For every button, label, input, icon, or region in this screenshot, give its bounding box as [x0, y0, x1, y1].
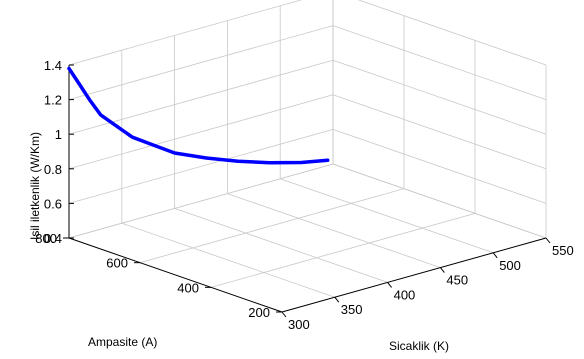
x-tick-label: 600 [106, 256, 128, 271]
x-tick-label: 200 [248, 305, 270, 320]
right-wall-grid-line [332, 25, 547, 100]
right-wall-grid-line [357, 0, 547, 66]
y-tick-label: 550 [552, 243, 574, 258]
floor-grid-line [174, 208, 388, 283]
z-tick-label: 1.4 [44, 58, 62, 73]
y-tick-mark [387, 282, 392, 288]
y-tick-label: 350 [341, 302, 363, 317]
floor-grid-line [280, 178, 494, 254]
right-wall-grid-line [332, 129, 547, 204]
series-line [67, 66, 330, 165]
z-tick-label: 0.4 [44, 231, 62, 246]
floor-grid-line [121, 222, 335, 298]
x-tick-label: 800 [35, 231, 57, 246]
y-tick-mark [334, 296, 340, 303]
axes-layer [63, 64, 551, 318]
x-axis-line [68, 237, 283, 313]
y-tick-label: 400 [394, 287, 416, 302]
right-wall-grid-line [332, 163, 547, 239]
y-tick-mark [545, 237, 551, 244]
back-wall-grid-line [68, 129, 334, 204]
back-wall-grid-line [68, 59, 334, 135]
floor-grid-line [227, 193, 441, 268]
right-wall-grid-line [332, 59, 547, 135]
back-wall-grid-line [68, 163, 334, 239]
z-tick-label: 0.6 [44, 196, 62, 211]
y-tick-mark [440, 267, 445, 273]
back-wall-grid-line [68, 25, 334, 100]
x-axis-label: Ampasite (A) [88, 335, 157, 349]
floor-grid-line [210, 212, 476, 288]
back-wall-grid-line [68, 94, 334, 170]
z-tick-label: 1.2 [44, 93, 62, 108]
y-axis-label: Sicaklik (K) [389, 339, 449, 353]
y-axis-line [281, 237, 547, 313]
labels-layer: 200 400 600 800 300 350 400 450 500 550 0.4 0.6 0.8 1… [35, 58, 573, 332]
grid-layer [68, 0, 547, 313]
right-wall-grid-line [332, 94, 547, 170]
z-axis-label: Isil iletkenlik (W/Km) [28, 132, 42, 240]
y-tick-label: 300 [288, 317, 310, 332]
z-tick-label: 1 [55, 127, 62, 142]
x-tick-label: 400 [177, 280, 199, 295]
y-tick-mark [281, 311, 287, 318]
y-tick-label: 500 [499, 258, 521, 273]
floor-grid-line [139, 188, 405, 264]
series-layer [67, 66, 330, 165]
z-tick-label: 0.8 [44, 162, 62, 177]
y-tick-mark [492, 252, 498, 259]
y-tick-label: 450 [446, 273, 468, 288]
back-wall-grid-line [68, 0, 303, 66]
